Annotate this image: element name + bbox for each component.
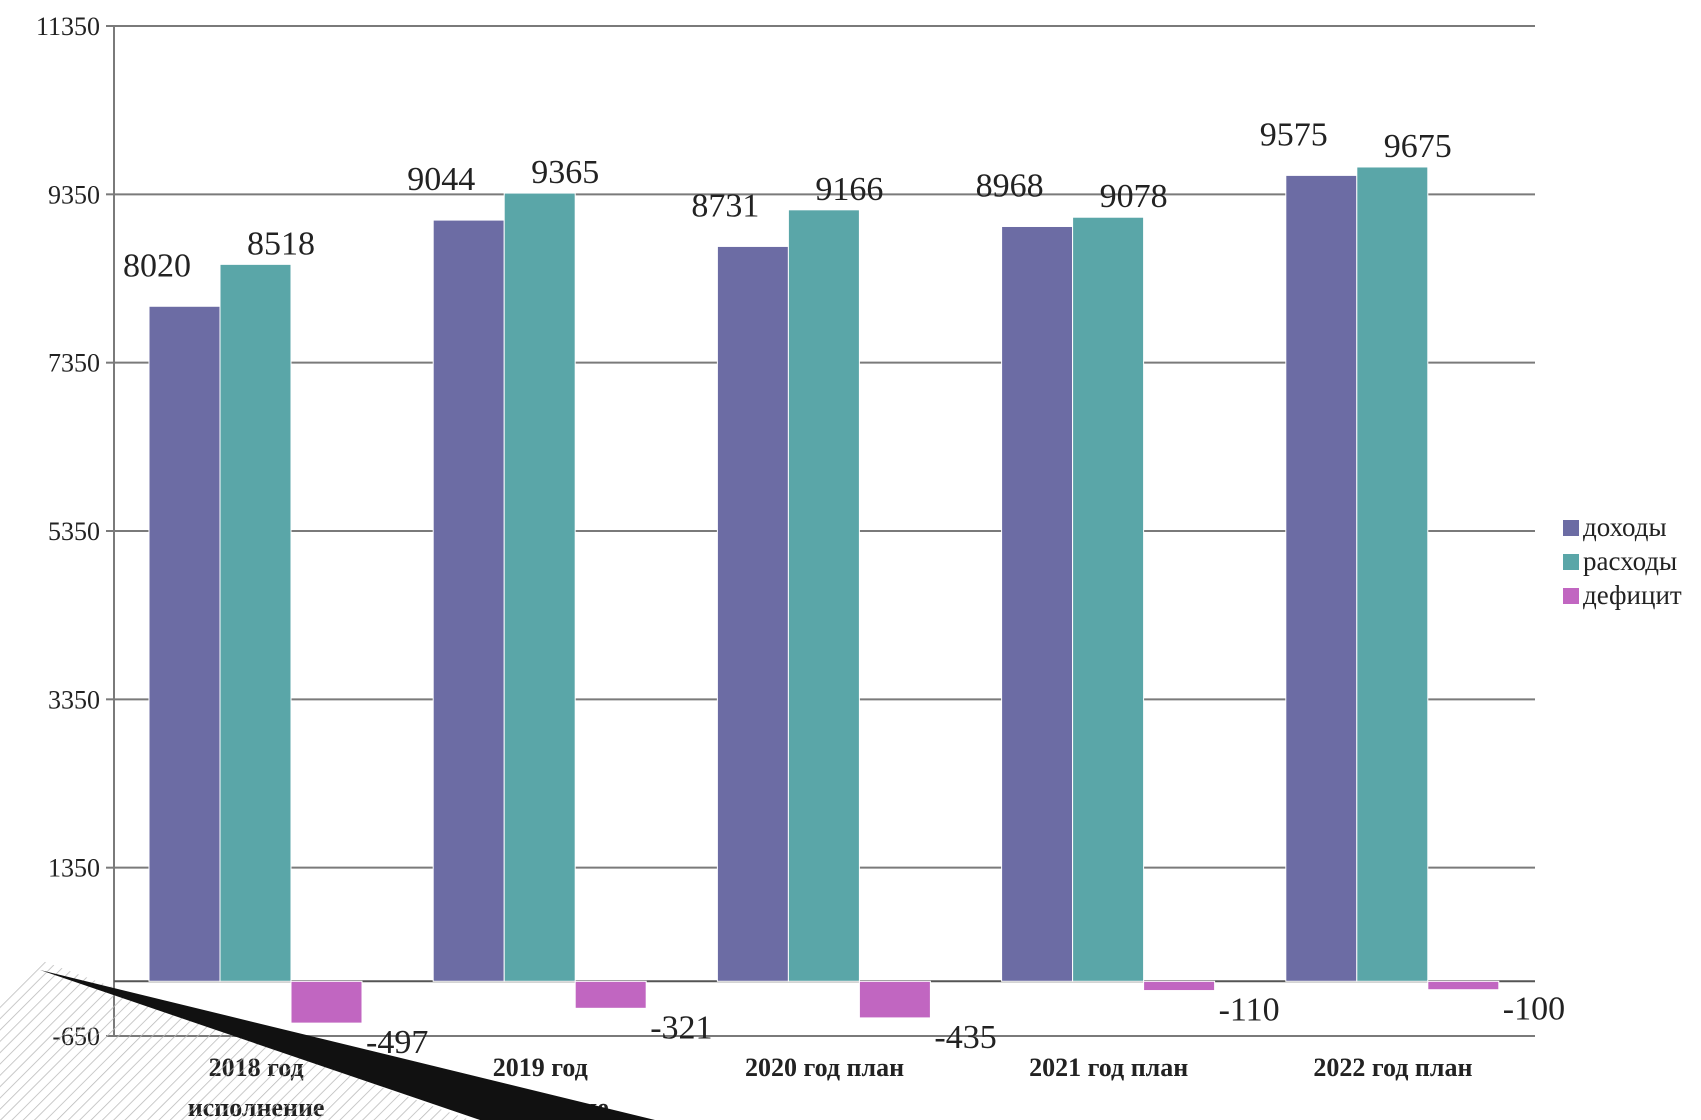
bar-расходы [220, 264, 291, 981]
bar-расходы [788, 210, 859, 981]
data-label-дефицит: -100 [1503, 991, 1565, 1028]
data-label-доходы: 9044 [407, 161, 475, 198]
y-tick-label: 5350 [48, 517, 100, 546]
bars [149, 167, 1499, 1023]
bar-расходы [504, 193, 575, 981]
data-label-расходы: 9675 [1384, 128, 1452, 165]
y-tick-label: 3350 [48, 685, 100, 714]
x-category-label: 2022 год план [1313, 1053, 1472, 1082]
bar-расходы [1073, 217, 1144, 981]
legend-label-расходы: расходы [1583, 546, 1677, 576]
x-category-label: 2019 год [493, 1053, 588, 1082]
legend-swatch-расходы [1563, 554, 1579, 570]
data-label-доходы: 9575 [1260, 116, 1328, 153]
legend-label-доходы: доходы [1583, 512, 1667, 542]
data-label-доходы: 8020 [123, 247, 191, 284]
bar-доходы [433, 220, 504, 981]
legend-swatch-доходы [1563, 520, 1579, 536]
y-tick-label: 9350 [48, 180, 100, 209]
legend-label-дефицит: дефицит [1583, 580, 1682, 610]
legend: доходы расходы дефицит [1563, 512, 1682, 610]
bar-доходы [149, 306, 220, 981]
data-label-доходы: 8731 [691, 187, 759, 224]
data-label-доходы: 8968 [976, 167, 1044, 204]
bar-дефицит [859, 981, 930, 1018]
data-label-расходы: 9166 [815, 171, 883, 208]
bar-доходы [1286, 175, 1357, 981]
y-tick-label: 1350 [48, 854, 100, 883]
data-label-дефицит: -435 [934, 1019, 996, 1056]
bar-доходы [1002, 226, 1073, 981]
data-label-расходы: 9078 [1100, 178, 1168, 215]
bar-дефицит [575, 981, 646, 1008]
data-label-дефицит: -110 [1219, 992, 1280, 1029]
bar-дефицит [1144, 981, 1215, 990]
x-category-label: 2021 год план [1029, 1053, 1188, 1082]
bar-доходы [717, 246, 788, 981]
bar-дефицит [1428, 981, 1499, 989]
y-tick-label: 7350 [48, 349, 100, 378]
data-label-расходы: 8518 [247, 225, 315, 262]
data-label-дефицит: -321 [650, 1009, 712, 1046]
data-label-расходы: 9365 [531, 154, 599, 191]
legend-swatch-дефицит [1563, 588, 1579, 604]
bar-дефицит [291, 981, 362, 1023]
x-category-label: 2020 год план [745, 1053, 904, 1082]
bar-расходы [1357, 167, 1428, 981]
y-tick-label: 11350 [36, 12, 100, 41]
